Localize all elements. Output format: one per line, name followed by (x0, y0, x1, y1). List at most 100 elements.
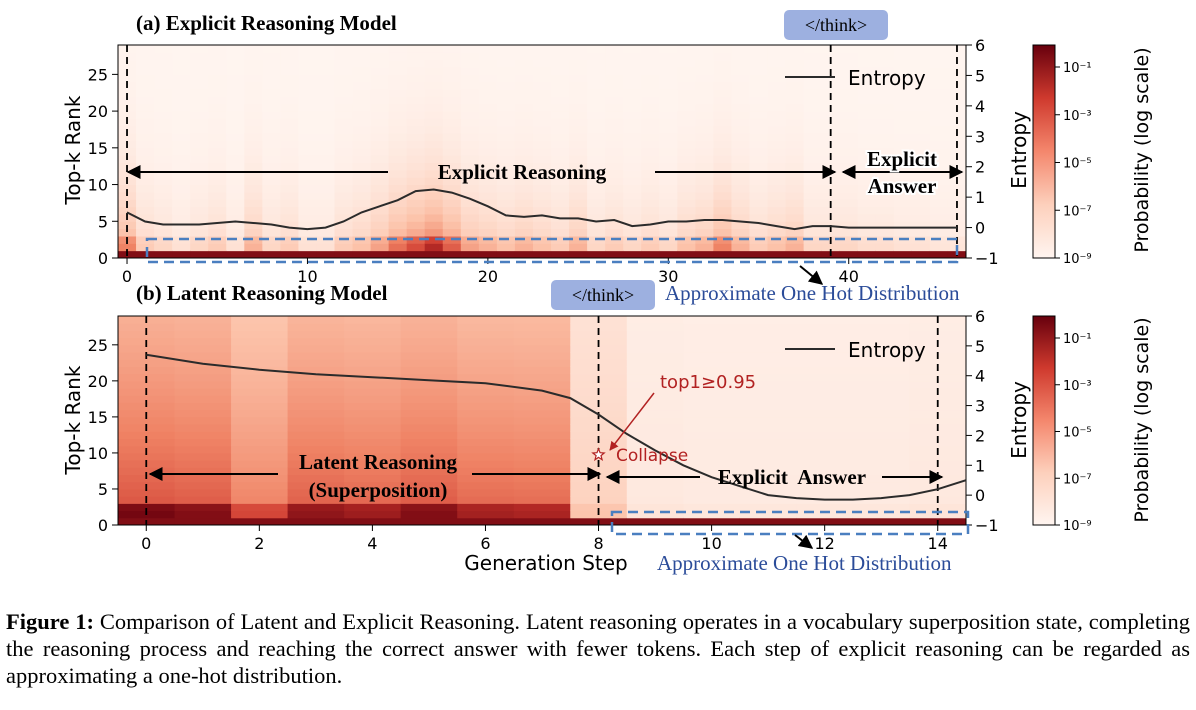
panel-b-heatmap-cell (852, 445, 910, 454)
panel-a-heatmap-cell (226, 67, 245, 75)
panel-a-heatmap-cell (911, 125, 931, 134)
panel-a-heatmap-cell (623, 81, 642, 90)
panel-b-heatmap-cell (231, 452, 289, 461)
panel-b-heatmap-cell (287, 388, 345, 396)
panel-a-heatmap-cell (136, 155, 155, 164)
panel-a-heatmap-cell (478, 45, 498, 53)
panel-a-heatmap-cell (478, 177, 498, 186)
panel-b-heatmap-cell (683, 373, 741, 382)
panel-a-heatmap-cell (857, 191, 877, 200)
panel-a-heatmap-cell (929, 111, 949, 119)
panel-a-heatmap-cell (623, 74, 642, 83)
panel-a-heatmap-cell (244, 140, 263, 149)
panel-a-heatmap-cell (226, 81, 245, 90)
panel-a-heatmap-cell (551, 111, 570, 119)
panel-a-heatmap-cell (623, 199, 642, 208)
panel-a-heatmap-cell (659, 52, 678, 61)
panel-b-heatmap-cell (457, 424, 515, 432)
panel-b-heatmap-cell (852, 474, 910, 483)
panel-b-y2-tick-label: 4 (975, 367, 985, 386)
panel-b-heatmap-cell (287, 416, 345, 425)
panel-b-heatmap-cell (400, 416, 458, 425)
panel-b-heatmap-cell (739, 517, 797, 526)
panel-b-one-hot-label: Approximate One Hot Distribution (657, 551, 952, 575)
panel-a-heatmap-cell (406, 96, 426, 105)
panel-a-heatmap-cell (388, 213, 408, 222)
panel-a-heatmap-cell (262, 235, 281, 244)
panel-a-heatmap-cell (154, 103, 173, 112)
panel-b-heatmap-cell (344, 452, 402, 461)
panel-a-heatmap-cell (749, 213, 769, 222)
panel-a-heatmap-cell (803, 199, 823, 208)
panel-a-heatmap-cell (136, 125, 155, 134)
panel-b-heatmap-cell (852, 316, 910, 324)
panel-a-heatmap-cell (929, 147, 949, 156)
panel-a-heatmap-cell (911, 81, 931, 90)
panel-b-heatmap-cell (683, 323, 741, 331)
panel-b-heatmap-cell (344, 395, 402, 403)
panel-a-heatmap-cell (569, 184, 588, 193)
panel-a-heatmap-cell (136, 111, 155, 119)
panel-b-heatmap-cell (174, 380, 232, 389)
panel-a-heatmap-cell (406, 221, 426, 230)
panel-a-heatmap-cell (442, 199, 462, 208)
panel-a-heatmap-cell (388, 125, 408, 134)
panel-a-heatmap-cell (262, 52, 281, 61)
panel-a-heatmap-cell (569, 81, 588, 90)
panel-a-heatmap-cell (406, 243, 426, 252)
panel-a-heatmap-cell (875, 177, 895, 186)
panel-a-y2-tick-label: 6 (975, 36, 985, 55)
panel-a-heatmap-cell (514, 96, 534, 105)
panel-b-heatmap-cell (287, 380, 345, 389)
panel-a-heatmap-cell (334, 52, 354, 61)
panel-a-heatmap-cell (262, 74, 281, 83)
panel-a-heatmap-cell (424, 250, 444, 259)
panel-a-heatmap-cell (154, 81, 173, 90)
panel-a-heatmap-cell (226, 243, 245, 252)
panel-a-heatmap-cell (767, 74, 787, 83)
panel-b-x-tick-label: 6 (480, 534, 490, 553)
panel-a-heatmap-cell (226, 125, 245, 134)
panel-b-x-axis: 0 2 4 6 8 10 12 14 (141, 525, 948, 553)
panel-a-heatmap-cell (496, 118, 516, 127)
panel-a-heatmap-cell (514, 125, 534, 134)
panel-b-heatmap-cell (457, 431, 515, 440)
panel-a-heatmap-cell (803, 206, 823, 215)
panel-b-heatmap-cell (626, 496, 684, 504)
panel-a-heatmap-cell (496, 52, 516, 61)
panel-a-heatmap-cell (929, 96, 949, 105)
panel-a-heatmap-cell (659, 221, 678, 230)
panel-a-heatmap-cell (695, 155, 714, 164)
panel-a-heatmap-cell (749, 74, 769, 83)
panel-a-heatmap-cell (821, 52, 841, 61)
panel-a-heatmap-cell (767, 133, 787, 141)
panel-a-heatmap-cell (587, 228, 606, 237)
panel-a-heatmap-cell (587, 250, 606, 259)
panel-a-heatmap-cell (244, 103, 263, 112)
panel-a-heatmap-cell (731, 118, 750, 127)
panel-b-heatmap-cell (909, 431, 967, 440)
panel-b-heatmap-cell (739, 337, 797, 346)
panel-a-heatmap-cell (298, 169, 317, 178)
panel-b-heatmap-cell (174, 424, 232, 432)
panel-b-heatmap-cell (739, 409, 797, 418)
panel-a-heatmap-cell (478, 67, 498, 75)
panel-b-heatmap-cell (739, 474, 797, 483)
panel-a-heatmap-cell (172, 74, 191, 83)
panel-a-heatmap-cell (442, 206, 462, 215)
panel-a-heatmap-cell (839, 67, 859, 75)
panel-b-heatmap-cell (626, 359, 684, 367)
panel-a-heatmap-cell (406, 184, 426, 193)
panel-b-colorbar-label: Probability (log scale) (1131, 317, 1153, 522)
panel-a-heatmap-cell (605, 133, 624, 141)
panel-a-heatmap-cell (947, 184, 967, 193)
panel-a-heatmap-cell (695, 191, 714, 200)
panel-a-heatmap-cell (677, 177, 696, 186)
panel-a-heatmap-cell (316, 213, 336, 222)
panel-a-heatmap-cell (641, 125, 660, 134)
panel-a-heatmap-cell (659, 177, 678, 186)
panel-a-heatmap-cell (370, 59, 390, 68)
panel-a-heatmap-cell (731, 103, 750, 112)
panel-a-heatmap-cell (785, 213, 805, 222)
